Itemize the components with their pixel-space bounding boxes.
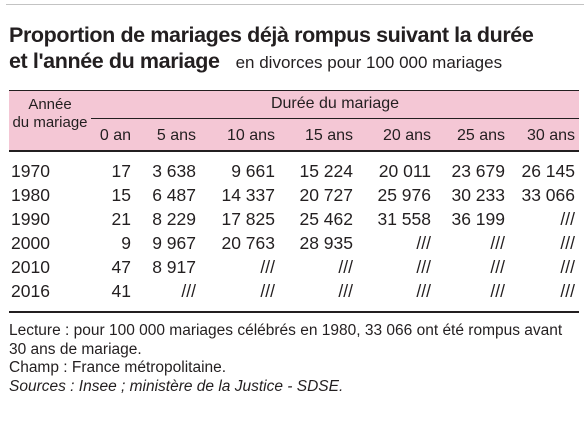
value-cell: 25 976 xyxy=(377,185,431,205)
value-cell: /// xyxy=(260,257,275,277)
value-cell: /// xyxy=(560,257,575,277)
value-cell: 20 763 xyxy=(221,233,275,253)
data-table: Année du mariage Durée du mariage 0 an 5… xyxy=(9,90,579,313)
value-cell: 47 xyxy=(111,257,131,277)
column-header-5: 25 ans xyxy=(456,127,505,144)
champ-note: Champ : France métropolitaine. xyxy=(9,359,227,376)
value-cell: 6 487 xyxy=(152,185,196,205)
year-cell: 2010 xyxy=(11,257,50,277)
table-row: 2000 9 9 967 20 763 28 935 /// /// /// xyxy=(9,232,579,254)
value-cell: /// xyxy=(416,257,431,277)
column-header-1: 5 ans xyxy=(156,127,196,144)
value-cell: 28 935 xyxy=(299,233,353,253)
table-row: 2016 41 /// /// /// /// /// /// xyxy=(9,280,579,302)
value-cell: 15 224 xyxy=(299,161,353,181)
title-line-1: Proportion de mariages déjà rompus suiva… xyxy=(9,23,534,47)
column-header-6: 30 ans xyxy=(526,127,575,144)
value-cell: 15 xyxy=(111,185,131,205)
value-cell: /// xyxy=(560,233,575,253)
group-header: Durée du mariage xyxy=(270,95,400,112)
value-cell: 36 199 xyxy=(451,209,505,229)
table-bottom-rule xyxy=(9,311,579,313)
figure-subtitle: en divorces pour 100 000 mariages xyxy=(235,53,503,72)
value-cell: /// xyxy=(490,281,505,301)
value-cell: 20 011 xyxy=(378,161,431,181)
value-cell: /// xyxy=(560,209,575,229)
table-header-band xyxy=(9,90,579,150)
row-header-line-1: Année xyxy=(28,96,72,113)
value-cell: /// xyxy=(416,281,431,301)
year-cell: 2000 xyxy=(11,233,50,253)
top-divider xyxy=(6,4,584,5)
year-cell: 1970 xyxy=(11,161,50,181)
column-header-2: 10 ans xyxy=(226,127,275,144)
value-cell: 8 229 xyxy=(152,209,196,229)
column-header-4: 20 ans xyxy=(382,127,431,144)
table-notes: Lecture : pour 100 000 mariages célébrés… xyxy=(9,322,581,396)
value-cell: /// xyxy=(338,257,353,277)
title-line-2: et l'année du mariage en divorces pour 10… xyxy=(9,48,581,76)
year-cell: 2016 xyxy=(11,281,50,301)
year-cell: 1980 xyxy=(11,185,50,205)
value-cell: 3 638 xyxy=(152,161,196,181)
value-cell: 25 462 xyxy=(299,209,353,229)
value-cell: 26 145 xyxy=(521,161,575,181)
value-cell: /// xyxy=(338,281,353,301)
table-row: 1990 21 8 229 17 825 25 462 31 558 36 19… xyxy=(9,208,579,230)
value-cell: /// xyxy=(260,281,275,301)
lecture-note-line-1: Lecture : pour 100 000 mariages célébrés… xyxy=(9,322,563,339)
value-cell: 17 825 xyxy=(221,209,275,229)
figure-title: Proportion de mariages déjà rompus suiva… xyxy=(9,22,581,76)
value-cell: 30 233 xyxy=(451,185,505,205)
value-cell: 9 967 xyxy=(152,233,196,253)
row-header: Année du mariage xyxy=(9,96,91,132)
table-row: 1970 17 3 638 9 661 15 224 20 011 23 679… xyxy=(9,160,579,182)
value-cell: /// xyxy=(490,257,505,277)
value-cell: 33 066 xyxy=(521,185,575,205)
value-cell: 31 558 xyxy=(377,209,431,229)
year-cell: 1990 xyxy=(11,209,50,229)
group-header-underline xyxy=(91,118,579,119)
column-header-3: 15 ans xyxy=(304,127,353,144)
column-header-0: 0 an xyxy=(99,127,131,144)
value-cell: 8 917 xyxy=(152,257,196,277)
value-cell: 23 679 xyxy=(451,161,505,181)
value-cell: 41 xyxy=(111,281,131,301)
sources-note: Sources : Insee ; ministère de la Justic… xyxy=(9,377,344,395)
value-cell: 17 xyxy=(111,161,131,181)
value-cell: 9 661 xyxy=(231,161,275,181)
table-row: 2010 47 8 917 /// /// /// /// /// xyxy=(9,256,579,278)
lecture-note-line-2: 30 ans de mariage. xyxy=(9,340,142,358)
value-cell: /// xyxy=(181,281,196,301)
table-row: 1980 15 6 487 14 337 20 727 25 976 30 23… xyxy=(9,184,579,206)
value-cell: 21 xyxy=(111,209,131,229)
table-top-rule xyxy=(9,90,579,91)
value-cell: 9 xyxy=(121,233,131,253)
header-bottom-rule xyxy=(9,150,579,152)
row-header-line-2: du mariage xyxy=(12,114,88,131)
value-cell: /// xyxy=(416,233,431,253)
title-line-2-text: et l'année du mariage xyxy=(9,49,220,73)
value-cell: /// xyxy=(490,233,505,253)
value-cell: 20 727 xyxy=(299,185,353,205)
value-cell: 14 337 xyxy=(221,185,275,205)
value-cell: /// xyxy=(560,281,575,301)
